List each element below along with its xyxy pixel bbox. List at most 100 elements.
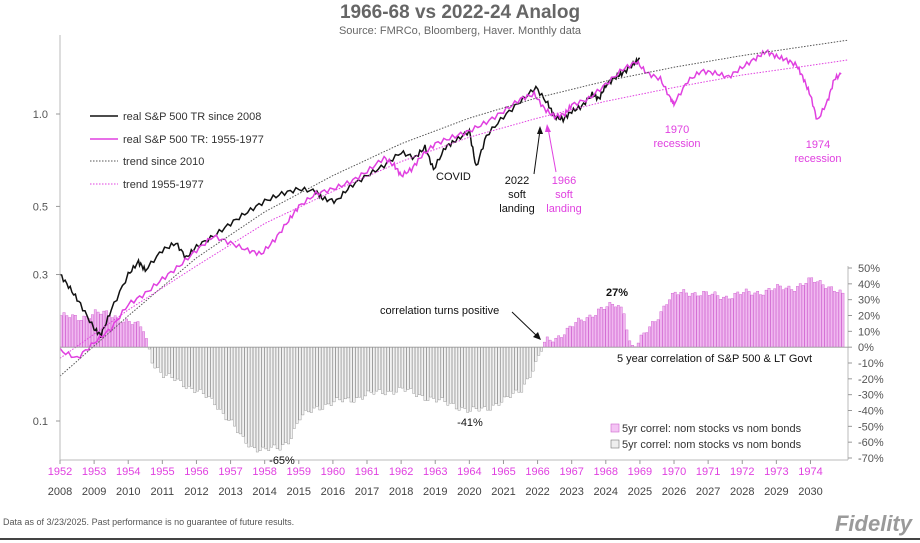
annotation-corr-positive-arrow <box>511 311 539 338</box>
correlation-bar <box>312 346 316 409</box>
x-tick-label-bottom: 2008 <box>48 486 72 498</box>
correlation-bar <box>787 285 791 348</box>
correlation-bar <box>216 346 219 410</box>
correlation-bar <box>619 306 623 348</box>
correlation-bar <box>361 346 364 400</box>
x-tick-label-bottom: 2027 <box>696 486 720 498</box>
x-tick-label-top: 1971 <box>696 466 720 478</box>
correlation-bar <box>187 346 191 387</box>
correlation-bar <box>363 346 367 397</box>
correlation-bar <box>722 296 725 348</box>
correlation-bar <box>386 346 390 392</box>
x-tick-label-bottom: 2009 <box>82 486 106 498</box>
correlation-bar <box>841 292 845 348</box>
correlation-bar <box>167 346 171 374</box>
annotation-soft-landing-1966: 1966 soft landing <box>545 124 582 215</box>
legend-label-correl-gray: 5yr correl: nom stocks vs nom bonds <box>622 439 802 451</box>
correlation-bar <box>565 327 569 348</box>
correlation-bar <box>327 346 330 405</box>
correlation-bar <box>616 305 620 348</box>
x-tick-label-top: 1959 <box>287 466 311 478</box>
correlation-bar <box>309 346 313 413</box>
correlation-bar <box>582 321 586 348</box>
correlation-bar <box>443 346 447 402</box>
correlation-bar <box>412 346 416 394</box>
x-tick-label-top: 1972 <box>730 466 754 478</box>
chart-subtitle: Source: FMRCo, Bloomberg, Haver. Monthly… <box>338 25 582 37</box>
correlation-bar <box>71 314 74 348</box>
annotation-correlation-turns-positive: correlation turns positive <box>380 305 541 340</box>
correlation-bar <box>713 291 717 348</box>
y-right-tick-label: 50% <box>858 263 880 275</box>
correlation-bar <box>835 292 839 348</box>
correlation-bar <box>503 346 507 398</box>
x-tick-label-top: 1968 <box>594 466 618 478</box>
correlation-bar <box>705 291 708 348</box>
x-tick-label-bottom: 2024 <box>594 486 618 498</box>
correlation-bar <box>210 346 214 399</box>
y-right-tick-label: 10% <box>858 326 880 338</box>
correlation-bar <box>506 346 509 397</box>
annotation-covid: COVID <box>436 171 471 183</box>
correlation-bar <box>267 346 271 451</box>
correlation-bar <box>526 346 529 380</box>
correlation-bar <box>776 284 779 348</box>
bottom-rule <box>0 538 920 540</box>
correlation-bar <box>648 326 651 348</box>
annotation-1966-line1: 1966 <box>552 175 576 187</box>
correlation-bar <box>199 346 202 390</box>
correlation-bar <box>218 346 222 410</box>
correlation-bar <box>273 346 276 446</box>
correlation-bar <box>469 346 472 412</box>
correlation-bar <box>466 346 470 413</box>
annotation-corr-positive-text: correlation turns positive <box>380 305 499 317</box>
annotation-1966-line3: landing <box>546 203 581 215</box>
x-tick-label-top: 1973 <box>764 466 788 478</box>
correlation-bar <box>395 346 398 393</box>
correlation-bar <box>653 321 657 348</box>
correlation-bar <box>761 294 765 348</box>
correlation-bar <box>440 346 444 398</box>
correlation-bar <box>810 277 814 348</box>
correlation-bar <box>298 346 302 421</box>
correlation-bar <box>790 289 794 348</box>
x-tick-label-top: 1963 <box>423 466 447 478</box>
annotation-1974-line2: recession <box>794 153 841 165</box>
correlation-bar <box>560 337 563 348</box>
correlation-bar <box>676 294 680 348</box>
correlation-bar <box>508 346 512 398</box>
correlation-bar <box>605 306 609 348</box>
correlation-bar <box>204 346 208 398</box>
correlation-bar <box>767 288 771 348</box>
x-tick-label-top: 1955 <box>150 466 174 478</box>
correlation-bar <box>241 346 245 437</box>
correlation-bar <box>145 338 148 348</box>
correlation-bar <box>750 294 754 348</box>
legend-label-sp500-1955: real S&P 500 TR: 1955-1977 <box>123 134 264 146</box>
x-tick-label-bottom: 2029 <box>764 486 788 498</box>
correlation-bar <box>798 283 802 348</box>
x-tick-label-bottom: 2028 <box>730 486 754 498</box>
correlation-bar <box>119 322 123 348</box>
correlation-bar <box>381 346 384 394</box>
correlation-bar <box>668 299 671 348</box>
correlation-bar <box>690 293 694 348</box>
x-tick-label-top: 1958 <box>252 466 276 478</box>
correlation-bar <box>349 346 353 403</box>
correlation-bar <box>355 346 359 398</box>
correlation-bar <box>230 346 234 421</box>
x-tick-label-bottom: 2016 <box>321 486 345 498</box>
correlation-bar <box>747 291 751 348</box>
x-tick-label-top: 1969 <box>628 466 652 478</box>
correlation-bar <box>577 317 580 348</box>
annotation-2022-arrow <box>533 129 541 175</box>
correlation-bar <box>321 346 325 410</box>
x-tick-label-bottom: 2010 <box>116 486 140 498</box>
correlation-bar <box>545 336 549 348</box>
correlation-bar <box>150 346 154 364</box>
correlation-bar <box>406 346 410 390</box>
correlation-bar <box>494 346 498 404</box>
y-right-tick-label: -20% <box>858 374 884 386</box>
correlation-bar <box>62 312 66 348</box>
correlation-bar <box>756 290 760 348</box>
